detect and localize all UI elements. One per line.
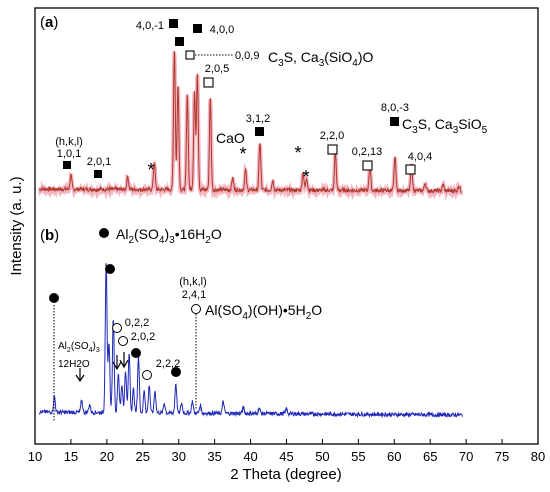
cao-label: CaO	[216, 130, 245, 146]
peak-label-404: 4,0,4	[408, 151, 432, 163]
asterisk-marker: *	[147, 160, 154, 180]
peak-label-205: 2,0,5	[205, 63, 229, 75]
panel-b-label: (b)	[40, 227, 59, 244]
open-square-marker	[362, 160, 373, 171]
al2so43-label: Al2(SO4)3	[58, 341, 100, 354]
asterisk-marker: *	[302, 167, 309, 187]
open-circle-marker	[191, 304, 201, 314]
asterisk-marker: *	[294, 143, 301, 163]
x-axis: 10 15 20 25 30 35 40 45 50 55 60 65 70 75 80	[28, 439, 545, 464]
legend-c3s-b: C3S, Ca3SiO5	[402, 116, 488, 136]
x-tick-label: 65	[423, 449, 437, 464]
filled-square-marker	[390, 117, 399, 126]
open-square-marker	[405, 164, 416, 175]
x-tick-label: 10	[28, 449, 42, 464]
peak-label-201: 2,0,1	[87, 156, 111, 168]
down-arrow	[75, 368, 85, 383]
filled-square-marker	[193, 24, 202, 33]
filled-circle-marker	[131, 348, 141, 358]
legend-al-so4-oh: Al(SO4)(OH)•5H2O	[205, 302, 322, 322]
peak-label-202: 2,0,2	[131, 331, 155, 343]
legend-al2so4-16h2o: Al2(SO4)3•16H2O	[116, 226, 222, 246]
peak-label-312: 3,1,2	[246, 113, 270, 125]
filled-square-marker	[169, 19, 178, 28]
open-circle-marker	[142, 370, 152, 380]
x-axis-title: 2 Theta (degree)	[230, 466, 341, 483]
x-tick-label: 70	[459, 449, 473, 464]
peak-label-222: 2,2,2	[156, 358, 180, 370]
peak-label-80-3: 8,0,-3	[381, 102, 409, 114]
peak-label-022: 0,2,2	[125, 317, 149, 329]
trace-panel-b	[38, 263, 463, 419]
peak-label-101: 1,0,1	[57, 148, 81, 160]
hkl-header-a: (h,k,l)	[55, 136, 83, 148]
x-tick-label: 25	[136, 449, 150, 464]
asterisk-marker: *	[239, 144, 246, 164]
peak-label-0213: 0,2,13	[352, 146, 383, 158]
panel-b-annotations: Al2(SO4)3•16H2O Al2(SO4)3 12H2O 0,2,2 2,…	[49, 226, 322, 422]
filled-square-marker	[94, 170, 102, 178]
hkl-header-b: (h,k,l)	[179, 276, 207, 288]
peak-label-241: 2,4,1	[182, 289, 206, 301]
y-axis-title: Intensity (a. u.)	[8, 176, 25, 275]
x-tick-label: 50	[315, 449, 329, 464]
traces-layer	[37, 50, 464, 419]
x-tick-label: 20	[100, 449, 114, 464]
legend-c3s-a: C3S, Ca3(SiO4)O	[268, 49, 373, 69]
filled-circle-marker	[105, 264, 115, 274]
filled-square-marker	[175, 37, 184, 46]
open-circle-marker	[112, 323, 122, 333]
filled-circle-marker	[49, 293, 59, 303]
trace-panel-a	[38, 50, 463, 195]
peak-label-009: 0,0,9	[235, 50, 259, 62]
12h2o-label: 12H2O	[58, 359, 90, 370]
panel-a-label: (a)	[40, 14, 58, 31]
filled-square-marker	[63, 161, 71, 169]
x-tick-label: 60	[387, 449, 401, 464]
x-tick-label: 15	[64, 449, 78, 464]
panel-a-annotations: (h,k,l) 1,0,1 2,0,1 * 4,0,-1 4,0,0 0,0,9…	[55, 19, 488, 187]
x-tick-label: 45	[279, 449, 293, 464]
open-square-marker	[327, 144, 338, 155]
filled-circle-marker	[171, 367, 181, 377]
peak-label-400: 4,0,0	[210, 24, 234, 36]
x-tick-label: 35	[207, 449, 221, 464]
filled-circle-marker	[99, 228, 109, 238]
down-arrow	[119, 352, 129, 369]
down-arrow	[112, 355, 122, 371]
peak-label-40-1: 4,0,-1	[136, 20, 164, 32]
open-square-marker	[185, 50, 195, 60]
peak-label-220: 2,2,0	[320, 130, 344, 142]
open-square-marker	[203, 77, 214, 88]
filled-square-marker	[255, 127, 264, 136]
x-tick-label: 55	[351, 449, 365, 464]
x-tick-label: 30	[171, 449, 185, 464]
x-tick-label: 40	[243, 449, 257, 464]
x-tick-label: 80	[531, 449, 545, 464]
x-tick-label: 75	[495, 449, 509, 464]
open-circle-marker	[118, 336, 128, 346]
